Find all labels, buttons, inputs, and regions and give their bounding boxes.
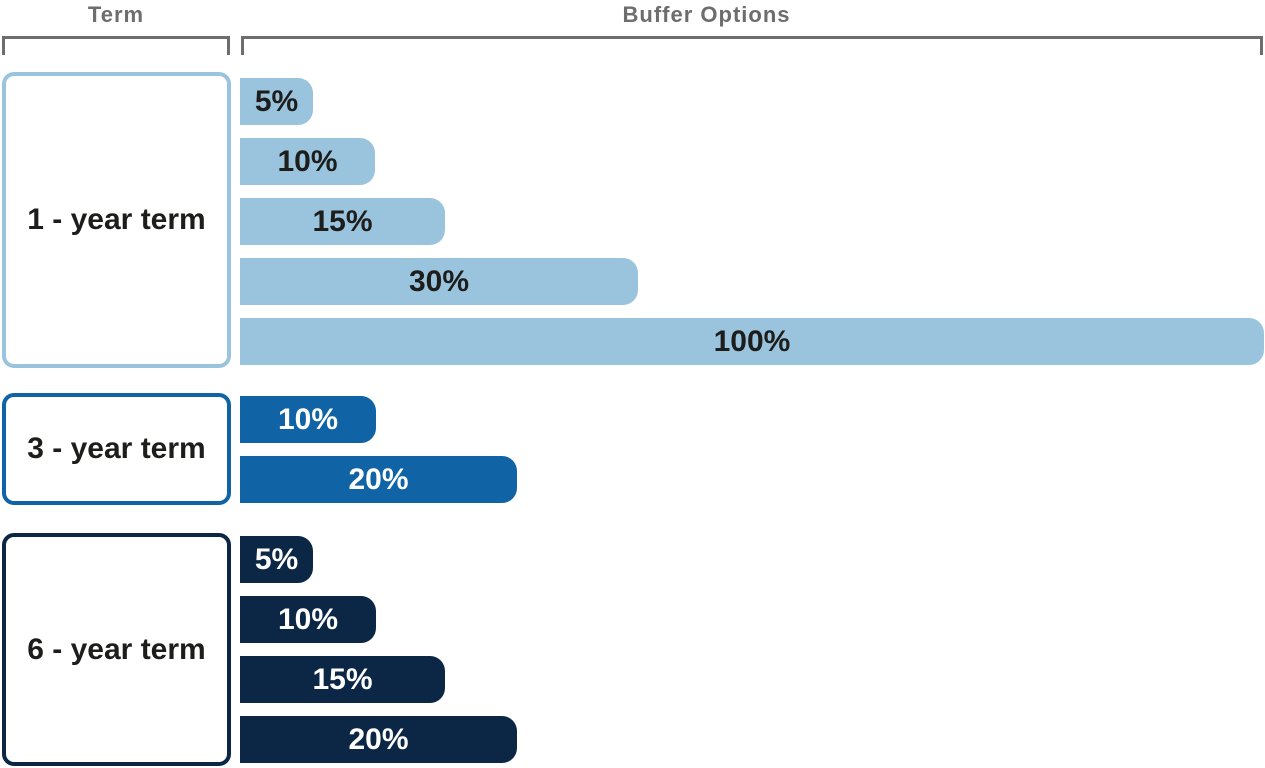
bar-value-label: 10% xyxy=(277,402,339,436)
bar-value-label: 100% xyxy=(713,324,791,358)
bar-3yr-10pct: 10% xyxy=(240,396,376,443)
bar-value-label: 15% xyxy=(312,204,373,238)
term-box-6-year: 6 - year term xyxy=(2,533,231,766)
bar-6yr-20pct: 20% xyxy=(240,716,517,763)
bar-list-3-year: 10% 20% xyxy=(240,396,517,503)
bar-6yr-15pct: 15% xyxy=(240,656,445,703)
bar-1yr-100pct: 100% xyxy=(240,318,1264,365)
bar-value-label: 5% xyxy=(254,84,299,118)
term-group-6-year: 6 - year term 5% 10% 15% 20% xyxy=(0,533,1265,766)
bar-value-label: 5% xyxy=(254,542,299,576)
bar-list-6-year: 5% 10% 15% 20% xyxy=(240,536,517,763)
bar-value-label: 10% xyxy=(277,602,339,636)
bar-6yr-10pct: 10% xyxy=(240,596,376,643)
bar-6yr-5pct: 5% xyxy=(240,536,313,583)
term-column-bracket xyxy=(2,36,230,55)
bar-list-1-year: 5% 10% 15% 30% 100% xyxy=(240,78,1264,365)
bar-value-label: 30% xyxy=(408,264,470,298)
term-group-3-year: 3 - year term 10% 20% xyxy=(0,393,1265,505)
bar-value-label: 20% xyxy=(348,722,409,756)
term-label-3-year: 3 - year term xyxy=(27,432,206,465)
buffer-options-column-bracket xyxy=(241,36,1263,55)
term-label-1-year: 1 - year term xyxy=(27,203,206,236)
bar-1yr-30pct: 30% xyxy=(240,258,638,305)
term-group-1-year: 1 - year term 5% 10% 15% 30% 100% xyxy=(0,72,1265,368)
bar-1yr-15pct: 15% xyxy=(240,198,445,245)
bar-1yr-5pct: 5% xyxy=(240,78,313,125)
bar-value-label: 10% xyxy=(277,144,338,178)
bar-value-label: 15% xyxy=(312,662,373,696)
bar-1yr-10pct: 10% xyxy=(240,138,375,185)
term-label-6-year: 6 - year term xyxy=(27,632,206,666)
term-box-3-year: 3 - year term xyxy=(2,393,231,505)
term-column-header: Term xyxy=(87,2,145,27)
bar-value-label: 20% xyxy=(348,462,409,496)
buffer-options-column-header: Buffer Options xyxy=(622,2,791,27)
bar-3yr-20pct: 20% xyxy=(240,456,517,503)
term-box-1-year: 1 - year term xyxy=(2,72,231,368)
